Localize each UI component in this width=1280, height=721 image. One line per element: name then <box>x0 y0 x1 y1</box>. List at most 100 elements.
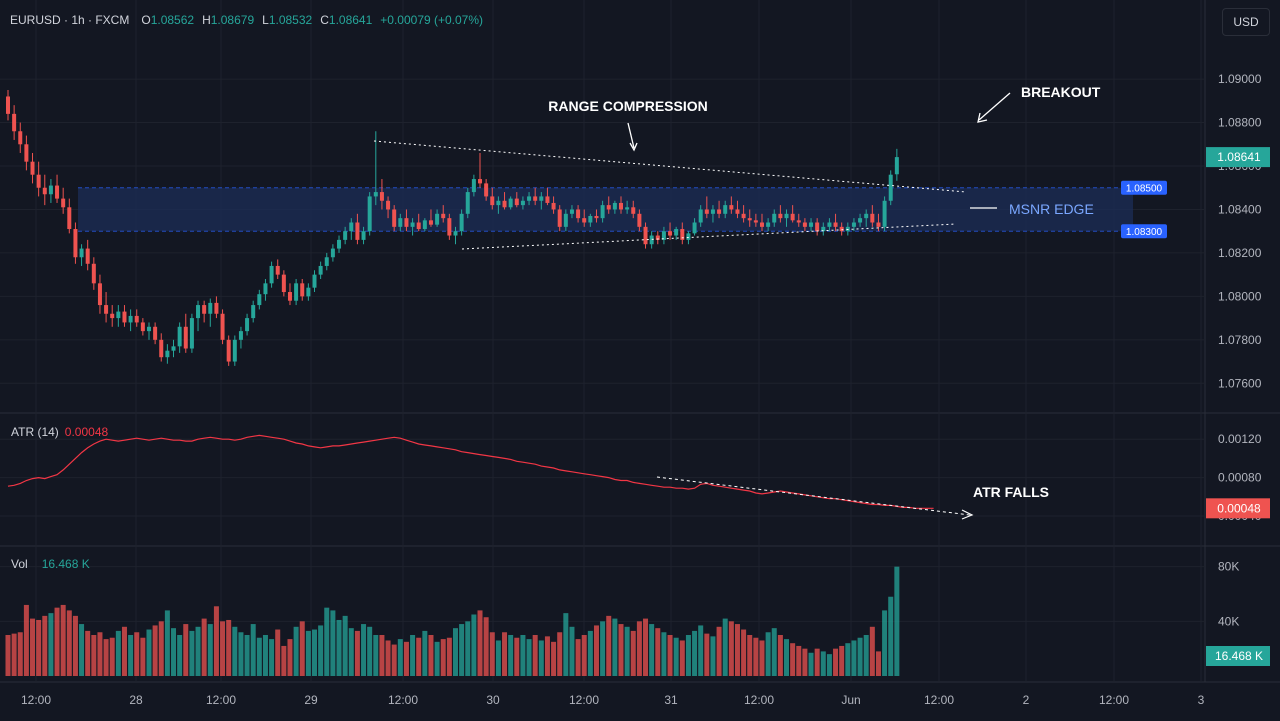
volume-bar <box>287 639 293 676</box>
msnr-zone-rect <box>78 187 1133 232</box>
price-tick-label: 1.08200 <box>1218 246 1262 260</box>
low-value: 1.08532 <box>268 13 313 27</box>
candle-body <box>404 218 409 227</box>
candle-body <box>85 248 90 264</box>
candle-body <box>91 263 96 284</box>
candle-body <box>183 326 188 349</box>
atr-value: 0.00048 <box>64 425 109 439</box>
time-tick-label: 31 <box>664 693 678 707</box>
volume-bar <box>434 641 440 676</box>
volume-bar <box>636 621 642 676</box>
candle-body <box>710 209 715 214</box>
candle-body <box>839 226 844 232</box>
candle-body <box>649 235 654 245</box>
candle-body <box>582 218 587 223</box>
currency-button[interactable]: USD <box>1222 8 1270 36</box>
candle-body <box>287 292 292 301</box>
volume-bar <box>471 614 477 676</box>
candle-body <box>821 226 826 232</box>
volume-bar <box>544 636 550 676</box>
candle-body <box>79 248 84 258</box>
candle-body <box>600 205 605 219</box>
candle-body <box>435 213 440 225</box>
candle-body <box>459 213 464 232</box>
candle-body <box>337 239 342 249</box>
volume-bar <box>177 635 183 676</box>
price-tick-label: 1.08400 <box>1218 202 1262 216</box>
time-tick-label: 12:00 <box>569 693 599 707</box>
high-label: H <box>202 13 211 27</box>
candle-body <box>612 202 617 210</box>
volume-bar <box>91 635 97 676</box>
close-value: 1.08641 <box>328 13 373 27</box>
candle-body <box>386 200 391 210</box>
volume-bar <box>563 613 569 676</box>
volume-bar <box>348 628 354 676</box>
atr-legend[interactable]: ATR (14) 0.00048 <box>11 425 108 439</box>
volume-bar <box>152 625 158 676</box>
candle-body <box>772 213 777 223</box>
time-tick-label: 12:00 <box>924 693 954 707</box>
candle-body <box>680 229 685 240</box>
volume-bar <box>416 637 422 676</box>
time-tick-label: Jun <box>841 693 860 707</box>
volume-bar <box>207 624 213 676</box>
candle-body <box>269 265 274 284</box>
volume-bar <box>839 645 845 676</box>
volume-bar <box>385 640 391 676</box>
volume-bar <box>741 629 747 676</box>
candle-body <box>159 339 164 358</box>
volume-bar <box>262 635 268 676</box>
volume-bar <box>655 628 661 676</box>
candle-body <box>882 200 887 227</box>
volume-bar <box>213 606 219 676</box>
price-tick-label: 1.07800 <box>1218 333 1262 347</box>
vol-legend[interactable]: Vol 16.468 K <box>11 557 90 571</box>
low-label: L <box>262 13 269 27</box>
time-tick-label: 29 <box>304 693 318 707</box>
volume-bar <box>673 637 679 676</box>
candle-body <box>778 213 783 219</box>
volume-bar <box>734 624 740 676</box>
price-tick-label: 1.09000 <box>1218 72 1262 86</box>
volume-bar <box>630 630 636 676</box>
volume-bar <box>17 632 23 676</box>
volume-bar <box>784 639 790 676</box>
volume-bar <box>195 626 201 676</box>
volume-bar <box>888 596 894 676</box>
candle-body <box>245 318 250 332</box>
symbol-legend[interactable]: EURUSD · 1h · FXCM O 1.08562 H 1.08679 L 1.… <box>10 13 491 27</box>
candle-body <box>202 305 207 314</box>
volume-bar <box>66 610 72 676</box>
volume-bar <box>808 652 814 676</box>
candle-body <box>588 215 593 223</box>
volume-bar <box>477 610 483 676</box>
candle-body <box>527 196 532 201</box>
volume-bar <box>502 632 508 676</box>
volume-bar <box>140 637 146 676</box>
candle-body <box>189 318 194 349</box>
price-tick-label: 1.07600 <box>1218 376 1262 390</box>
candle-body <box>67 207 72 230</box>
vol-tick-label: 80K <box>1218 560 1239 574</box>
volume-bar <box>894 566 900 676</box>
volume-bar <box>115 630 121 676</box>
volume-bar <box>796 645 802 676</box>
candle-body <box>171 346 176 351</box>
candle-body <box>864 213 869 219</box>
candle-body <box>232 339 237 362</box>
close-label: C <box>320 13 329 27</box>
volume-bar <box>305 630 311 676</box>
candle-body <box>827 222 832 227</box>
symbol-title[interactable]: EURUSD · 1h · FXCM <box>10 13 130 27</box>
atr-falls-line <box>656 476 971 516</box>
candle-body <box>692 222 697 234</box>
volume-bar <box>324 607 330 676</box>
candle-body <box>809 222 814 227</box>
volume-bar <box>820 651 826 676</box>
volume-bar <box>753 637 759 676</box>
candle-body <box>153 326 158 340</box>
candle-body <box>894 157 899 175</box>
candle-body <box>502 200 507 208</box>
